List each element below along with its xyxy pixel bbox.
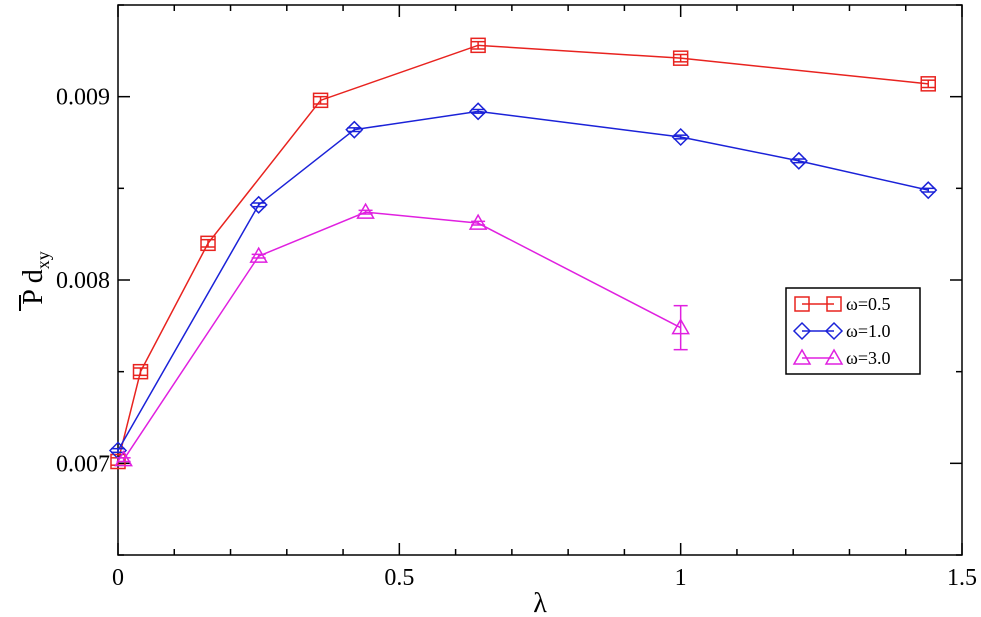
data-point: [114, 450, 133, 467]
plot-frame: [117, 4, 963, 556]
series-line: [123, 211, 682, 461]
series-3: [114, 202, 690, 467]
x-tick-label: 0.5: [384, 565, 414, 591]
data-point: [789, 151, 808, 170]
data-point: [249, 195, 268, 214]
data-point: [132, 363, 149, 380]
data-point: [356, 202, 375, 219]
series-1: [110, 37, 936, 470]
data-point: [249, 246, 268, 263]
x-tick-label: 0: [112, 565, 124, 591]
legend-label: ω=1.0: [846, 321, 891, 341]
legend-entry-2: ω=1.0: [792, 321, 891, 341]
series-line: [117, 110, 929, 451]
y-tick-label: 0.007: [56, 451, 110, 477]
legend-marker: [824, 321, 844, 341]
legend-marker: [792, 321, 812, 341]
y-tick-label: 0.009: [56, 85, 110, 111]
x-tick-label: 1.5: [947, 565, 977, 591]
y-axis-label-subscript: xy: [33, 251, 53, 269]
y-tick-label: 0.008: [56, 268, 110, 294]
data-point: [468, 213, 488, 230]
legend-label: ω=3.0: [846, 348, 891, 368]
data-point: [672, 50, 689, 66]
legend-entry-1: ω=0.5: [794, 294, 891, 314]
data-point: [469, 102, 488, 121]
svg-text:P dxy: P dxy: [18, 251, 53, 305]
y-axis-label-main: P d: [18, 269, 49, 305]
data-point: [312, 92, 329, 109]
data-point: [345, 120, 364, 139]
legend-marker: [792, 348, 812, 365]
x-axis-label: λ: [533, 588, 547, 617]
data-point: [920, 76, 936, 92]
data-point: [470, 37, 486, 54]
x-tick-label: 1: [675, 565, 687, 591]
y-axis-label: P dxy: [18, 251, 53, 311]
data-point: [671, 127, 690, 147]
legend-marker: [826, 296, 842, 312]
legend-label: ω=0.5: [846, 294, 891, 314]
data-point: [919, 181, 938, 200]
data-point: [200, 235, 216, 252]
data-point: [671, 318, 690, 335]
series-2: [108, 102, 938, 460]
series-line: [117, 44, 929, 462]
legend-marker: [824, 348, 844, 365]
legend-entry-3: ω=3.0: [792, 348, 891, 368]
legend-marker: [794, 296, 810, 312]
